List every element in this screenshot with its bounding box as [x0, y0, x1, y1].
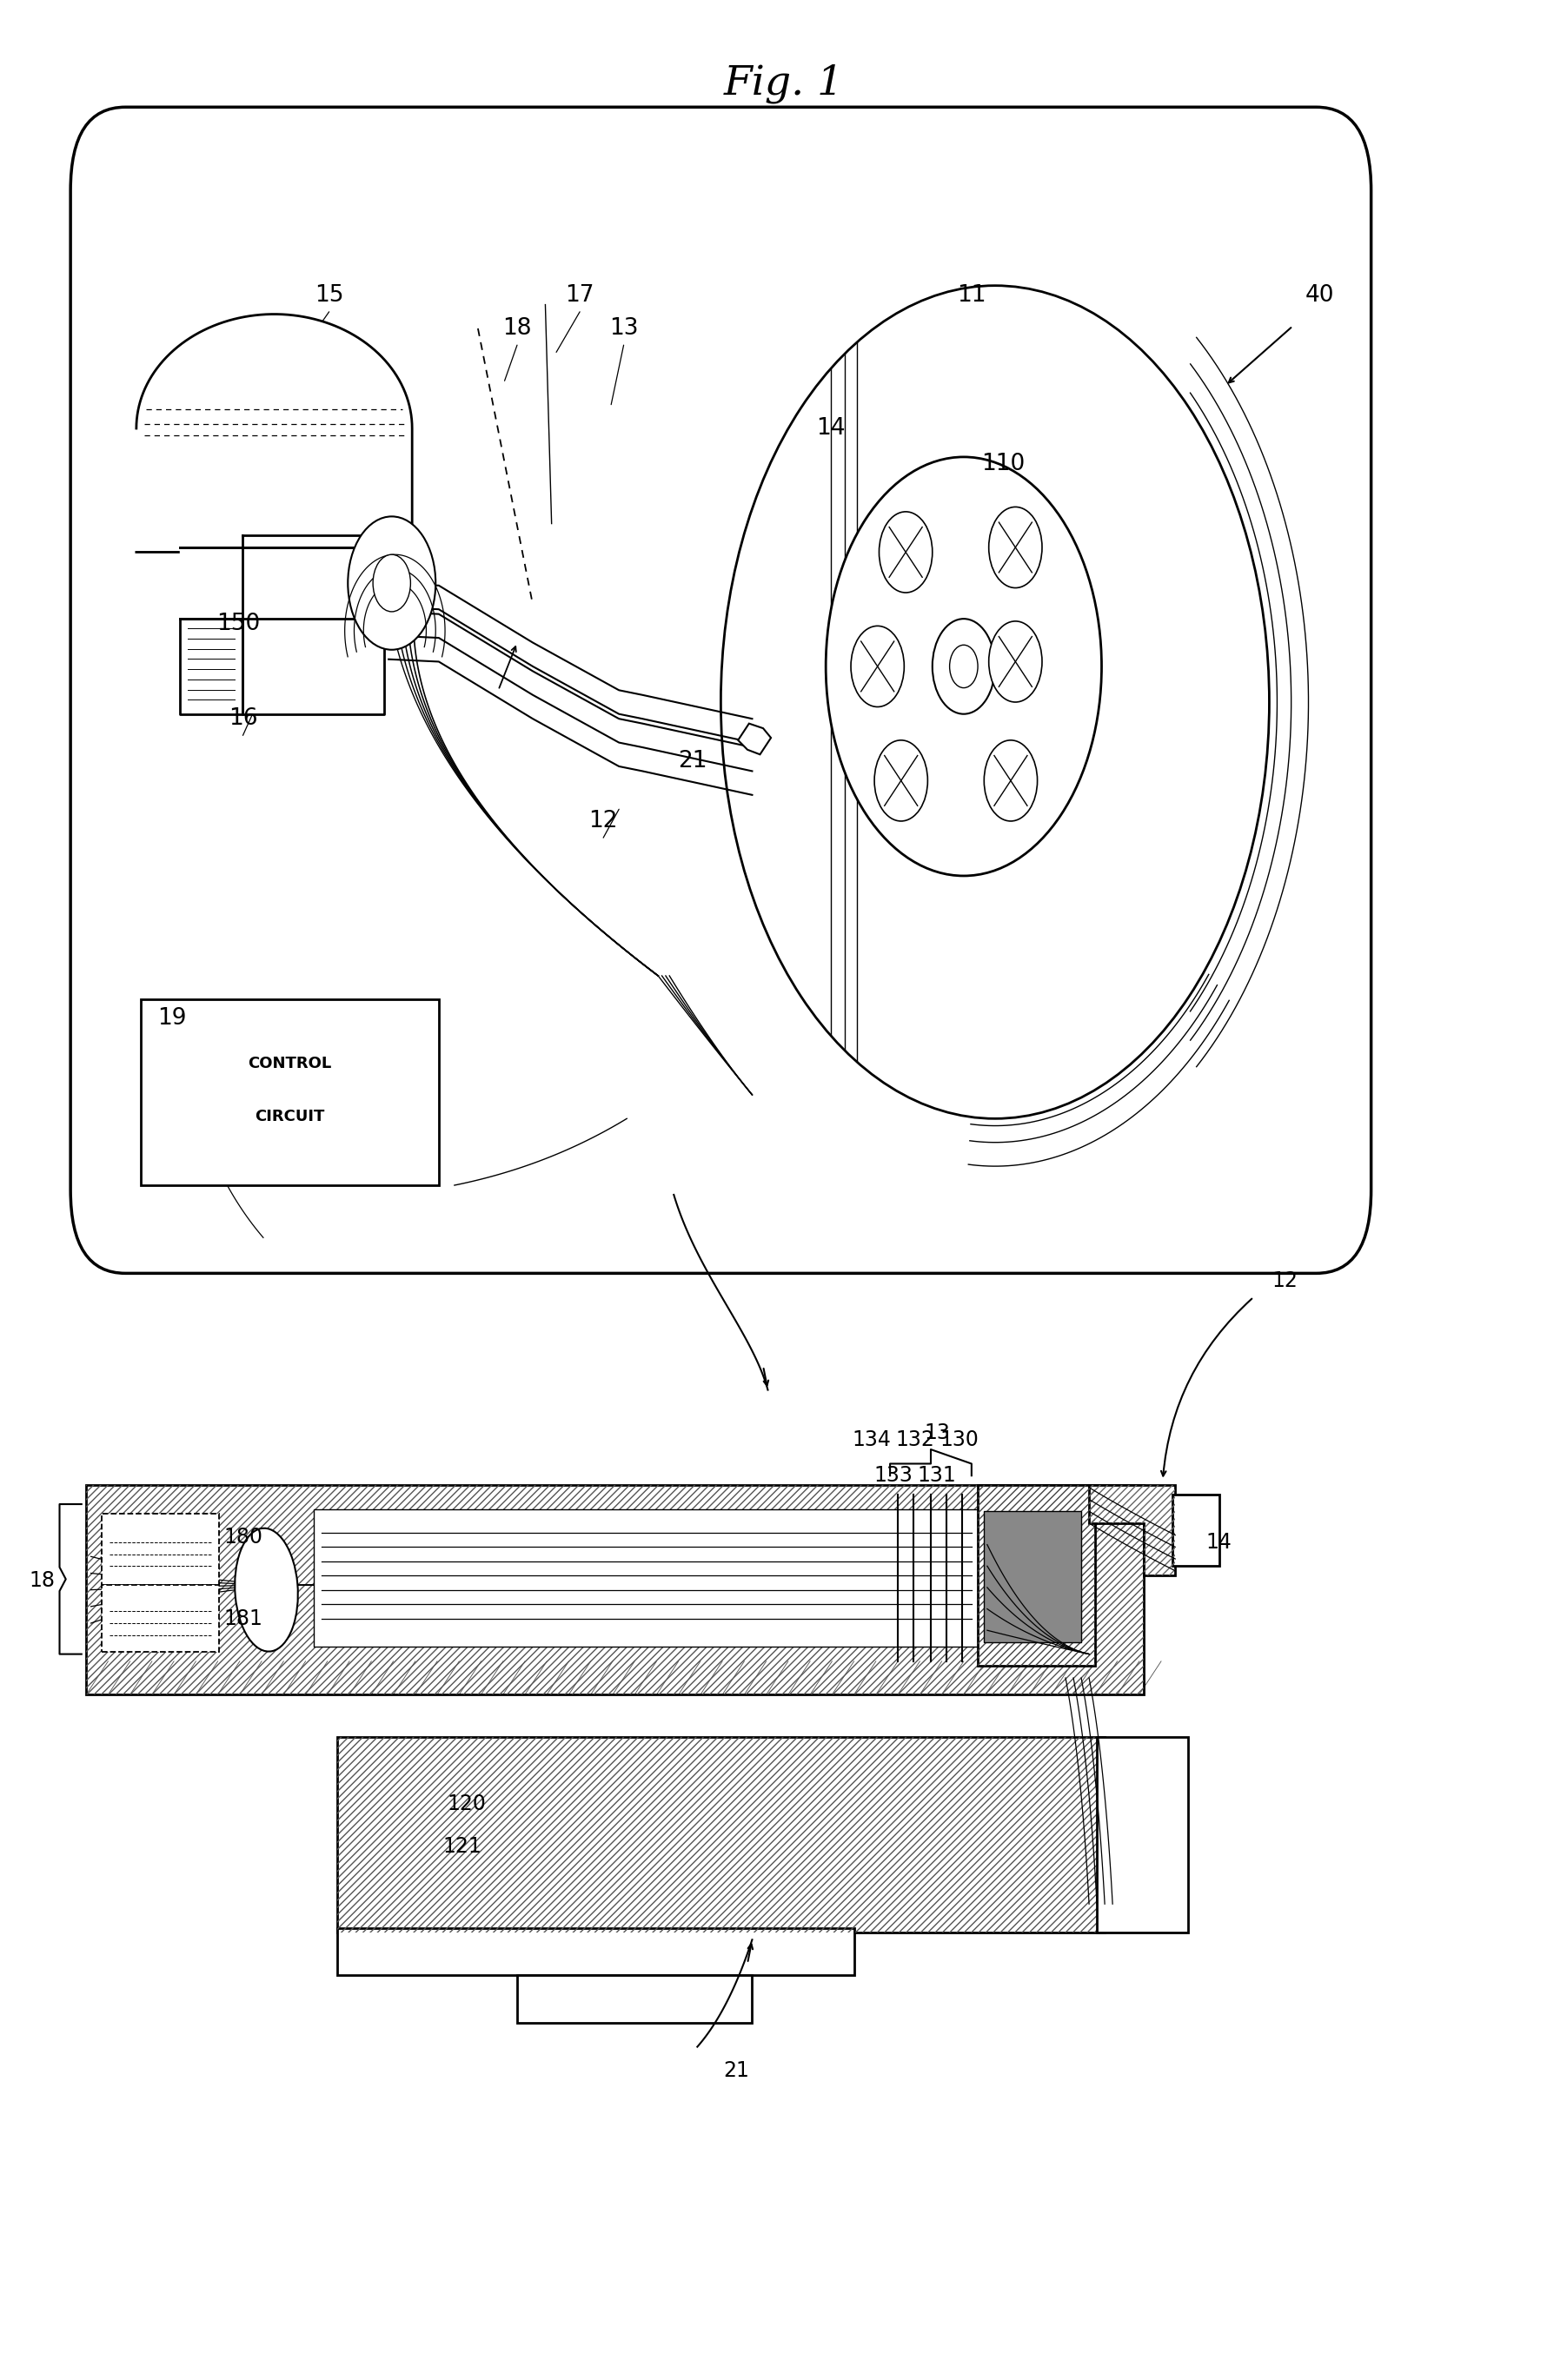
Bar: [337, 1737, 1105, 1933]
Text: 130: 130: [940, 1430, 978, 1449]
Text: 121: 121: [443, 1837, 481, 1856]
Text: 120: 120: [448, 1795, 486, 1814]
Circle shape: [851, 626, 904, 707]
Bar: [86, 1485, 1144, 1695]
Bar: [337, 1737, 1105, 1933]
Bar: [517, 1975, 752, 2023]
Text: 11: 11: [957, 283, 986, 307]
Text: 18: 18: [30, 1571, 55, 1590]
Text: 14: 14: [816, 416, 845, 440]
Polygon shape: [180, 547, 384, 619]
Polygon shape: [136, 314, 412, 552]
Text: 150: 150: [216, 612, 260, 635]
Ellipse shape: [235, 1528, 298, 1652]
Text: CIRCUIT: CIRCUIT: [255, 1109, 324, 1123]
Bar: [978, 1485, 1095, 1666]
Text: 19: 19: [158, 1007, 186, 1031]
Circle shape: [826, 457, 1102, 876]
Circle shape: [989, 621, 1042, 702]
Polygon shape: [243, 536, 384, 714]
Text: 12: 12: [589, 809, 617, 833]
Circle shape: [989, 507, 1042, 588]
Text: 21: 21: [724, 2061, 749, 2080]
Circle shape: [950, 645, 978, 688]
Polygon shape: [180, 619, 243, 714]
Circle shape: [874, 740, 928, 821]
Polygon shape: [1089, 1485, 1175, 1576]
Bar: [86, 1485, 1144, 1695]
FancyBboxPatch shape: [71, 107, 1371, 1273]
Text: Fig. 1: Fig. 1: [724, 64, 843, 102]
Bar: [313, 1509, 987, 1647]
Bar: [1172, 1495, 1219, 1566]
Text: 14: 14: [1207, 1533, 1232, 1552]
Circle shape: [984, 740, 1037, 821]
Text: 40: 40: [1305, 283, 1334, 307]
Text: 180: 180: [224, 1528, 262, 1547]
Text: 17: 17: [566, 283, 594, 307]
Text: 21: 21: [679, 750, 707, 774]
Text: 18: 18: [503, 317, 531, 340]
Text: CONTROL: CONTROL: [248, 1057, 332, 1071]
Bar: [978, 1485, 1095, 1666]
Circle shape: [348, 516, 436, 650]
Text: 13: 13: [925, 1423, 950, 1442]
Bar: [141, 1000, 439, 1185]
Circle shape: [373, 555, 411, 612]
Text: 132: 132: [896, 1430, 934, 1449]
Text: 133: 133: [874, 1466, 912, 1485]
Bar: [1097, 1737, 1188, 1933]
Text: 13: 13: [610, 317, 638, 340]
Text: 134: 134: [852, 1430, 890, 1449]
Polygon shape: [738, 724, 771, 754]
Text: 110: 110: [981, 452, 1025, 476]
FancyBboxPatch shape: [102, 1514, 219, 1585]
Bar: [984, 1511, 1081, 1642]
Circle shape: [879, 512, 932, 593]
Text: 12: 12: [1272, 1271, 1297, 1290]
Bar: [337, 1928, 854, 1975]
Text: 15: 15: [315, 283, 343, 307]
Circle shape: [932, 619, 995, 714]
FancyBboxPatch shape: [102, 1585, 219, 1652]
Bar: [984, 1511, 1081, 1642]
Text: 181: 181: [224, 1609, 262, 1628]
Circle shape: [721, 286, 1269, 1119]
Text: 16: 16: [229, 707, 257, 731]
Text: 131: 131: [918, 1466, 956, 1485]
